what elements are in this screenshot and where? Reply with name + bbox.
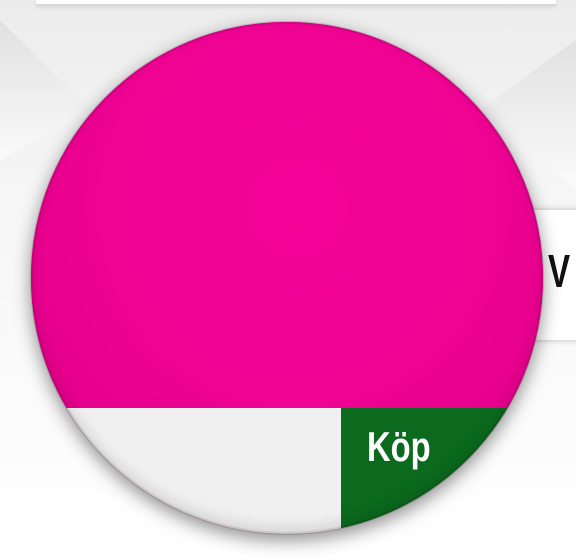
product-image <box>31 22 543 408</box>
magnifier-lens: Köp <box>31 22 543 534</box>
background-card <box>36 0 556 6</box>
buy-button[interactable]: Köp <box>341 408 543 534</box>
side-text: V <box>548 245 570 297</box>
buy-button-label: Köp <box>367 423 431 470</box>
